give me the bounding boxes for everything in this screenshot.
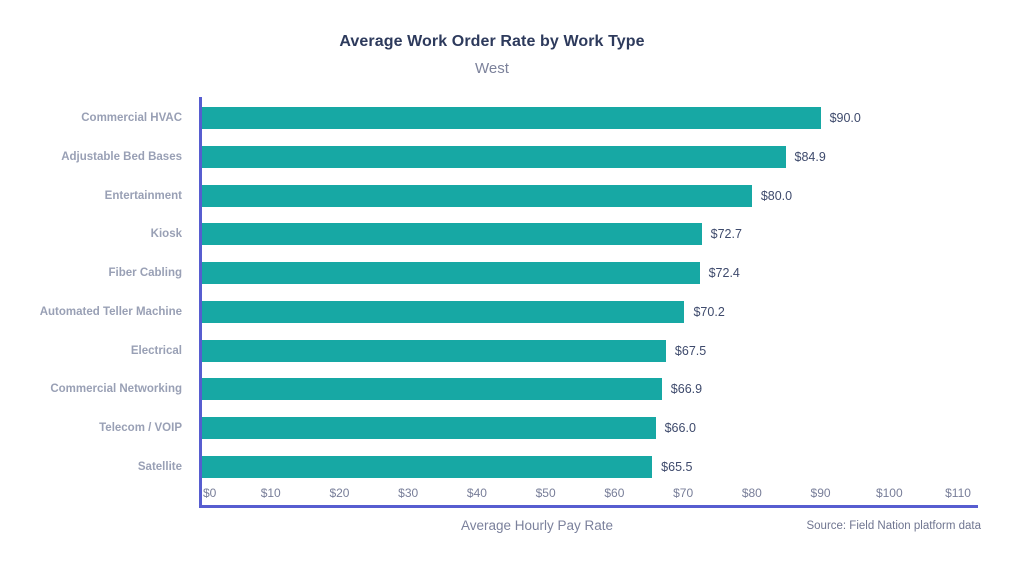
- x-tick-label: $90: [810, 486, 831, 500]
- bar: [202, 107, 821, 129]
- chart-title: Average Work Order Rate by Work Type: [339, 33, 645, 50]
- category-label: Commercial Networking: [50, 383, 182, 396]
- category-label: Kiosk: [150, 228, 182, 241]
- category-label: Fiber Cabling: [108, 267, 182, 280]
- value-label: $65.5: [661, 460, 693, 475]
- value-label: $84.9: [794, 149, 826, 164]
- category-label: Automated Teller Machine: [39, 305, 182, 318]
- x-tick-label: $70: [673, 486, 694, 500]
- bar: [202, 417, 656, 440]
- category-label: Satellite: [137, 461, 182, 474]
- category-label: Telecom / VOIP: [99, 422, 182, 435]
- bar: [202, 339, 666, 362]
- value-label: $72.4: [708, 266, 740, 281]
- bar: [202, 262, 700, 285]
- x-tick-label: $40: [466, 486, 487, 500]
- y-axis-line: [199, 97, 202, 508]
- category-label: Entertainment: [104, 189, 182, 202]
- x-tick-label: $50: [535, 486, 556, 500]
- value-label: $90.0: [829, 111, 861, 125]
- bar: [202, 300, 685, 323]
- value-label: $70.2: [693, 304, 725, 319]
- x-tick-label: $20: [329, 486, 350, 500]
- value-label: $80.0: [760, 188, 793, 203]
- bar: [202, 145, 786, 168]
- x-tick-label: $110: [945, 486, 971, 500]
- category-label: Commercial HVAC: [81, 112, 182, 124]
- x-tick-label: $100: [875, 486, 903, 500]
- x-axis-title: Average Hourly Pay Rate: [460, 518, 614, 533]
- value-label: $72.7: [710, 227, 742, 242]
- chart-subtitle: West: [475, 60, 509, 77]
- x-tick-label: $60: [604, 486, 625, 500]
- x-axis-line: [199, 505, 978, 508]
- value-label: $66.9: [670, 382, 703, 397]
- value-label: $67.5: [674, 343, 707, 358]
- bar: [202, 456, 653, 479]
- x-tick-label: $80: [741, 486, 762, 500]
- bar: [202, 184, 752, 207]
- x-tick-label: $0: [203, 486, 217, 500]
- category-label: Adjustable Bed Bases: [61, 150, 182, 163]
- category-label: Electrical: [130, 344, 182, 357]
- x-tick-label: $30: [398, 486, 419, 500]
- bar: [202, 378, 662, 401]
- value-label: $66.0: [664, 421, 696, 436]
- bar: [202, 223, 702, 246]
- x-tick-label: $10: [260, 486, 281, 500]
- source-note: Source: Field Nation platform data: [806, 520, 981, 532]
